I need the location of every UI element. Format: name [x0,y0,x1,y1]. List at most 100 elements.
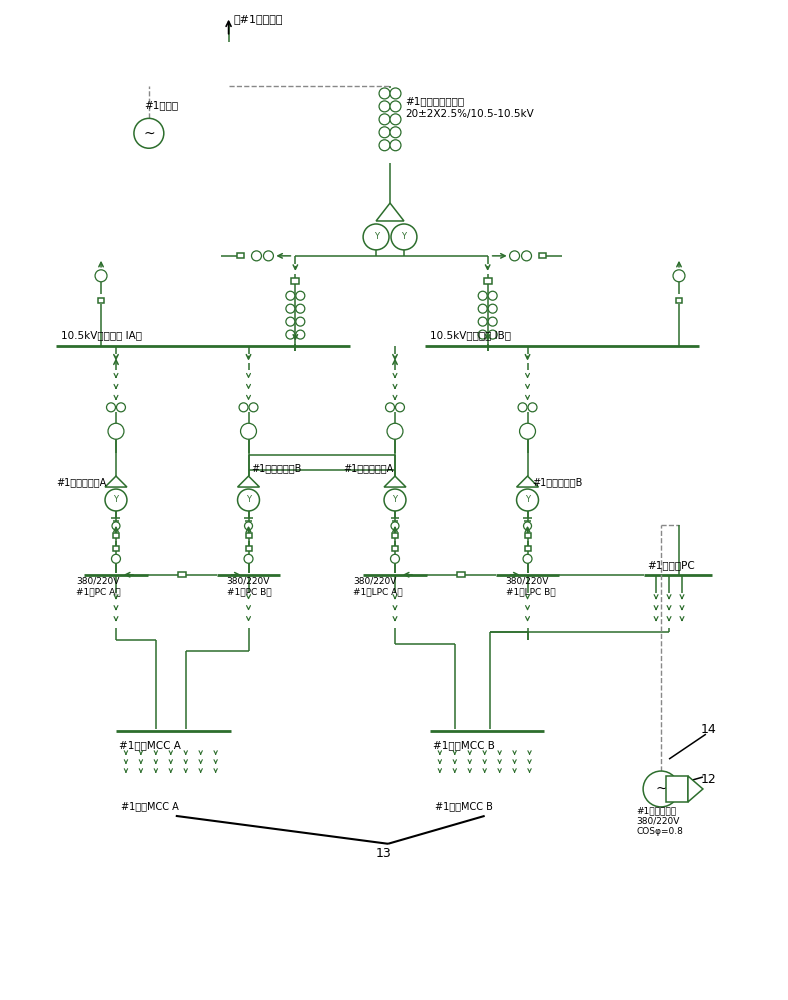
Text: 14: 14 [701,723,716,736]
Circle shape [478,330,487,339]
Text: 10.5kV高压厂用 ⅠA段: 10.5kV高压厂用 ⅠA段 [61,331,142,341]
Circle shape [528,403,537,412]
Polygon shape [105,476,127,487]
Circle shape [384,489,406,511]
Circle shape [134,118,164,148]
Circle shape [387,423,403,439]
Circle shape [390,140,401,151]
Circle shape [390,101,401,112]
Circle shape [108,423,124,439]
Text: #1锅炉低压变B: #1锅炉低压变B [251,463,302,473]
Circle shape [489,330,497,339]
Text: 13: 13 [376,847,392,860]
Text: 12: 12 [701,773,716,786]
Circle shape [379,88,390,99]
Circle shape [478,304,487,313]
Circle shape [296,304,305,313]
Circle shape [385,403,395,412]
Circle shape [286,291,295,300]
Circle shape [286,330,295,339]
Text: Y: Y [113,495,118,504]
Text: Y: Y [374,232,378,241]
Text: #1保安MCC B: #1保安MCC B [433,740,495,750]
Circle shape [489,291,497,300]
Circle shape [296,317,305,326]
Circle shape [379,101,390,112]
Circle shape [95,270,107,282]
Text: #1保安MCC B: #1保安MCC B [435,801,492,811]
Text: 380/220V
#1机LPC B段: 380/220V #1机LPC B段 [506,577,556,596]
Circle shape [237,489,259,511]
Circle shape [112,522,120,530]
Circle shape [643,771,679,807]
Polygon shape [384,476,406,487]
Circle shape [478,317,487,326]
Text: #1高压厂用工作变: #1高压厂用工作变 [405,96,464,106]
Bar [178,572,186,577]
Circle shape [286,304,295,313]
Bar [113,533,119,538]
Text: #1保安MCC A: #1保安MCC A [121,801,179,811]
Circle shape [379,114,390,125]
Circle shape [523,522,532,530]
Circle shape [673,270,685,282]
Circle shape [379,140,390,151]
Circle shape [390,114,401,125]
Text: 380/220V
#1炉PC A段: 380/220V #1炉PC A段 [76,577,121,596]
Bar [237,253,244,258]
Bar [98,298,104,303]
Text: Y: Y [392,495,397,504]
Circle shape [239,403,248,412]
Bar [457,572,465,577]
Circle shape [251,251,262,261]
Circle shape [105,489,127,511]
Circle shape [391,224,417,250]
Text: #1保安MCC A: #1保安MCC A [119,740,181,750]
Bar [113,546,119,551]
Circle shape [111,554,121,563]
Text: Y: Y [401,232,407,241]
Bar [246,533,251,538]
Circle shape [396,403,404,412]
Bar [484,278,492,284]
Bar [525,533,530,538]
Text: Y: Y [246,495,251,504]
Text: #1汽机低压变A: #1汽机低压变A [344,463,393,473]
Circle shape [249,403,258,412]
Circle shape [106,403,116,412]
Circle shape [522,251,532,261]
Circle shape [390,127,401,138]
Bar [392,546,398,551]
Circle shape [519,423,536,439]
Text: #1锅炉低压变A: #1锅炉低压变A [56,477,106,487]
Circle shape [296,330,305,339]
Text: 20±2X2.5%/10.5-10.5kV: 20±2X2.5%/10.5-10.5kV [405,109,533,119]
Circle shape [517,489,538,511]
Circle shape [510,251,519,261]
Bar [525,546,530,551]
Circle shape [391,522,399,530]
Text: ~: ~ [143,126,154,140]
Circle shape [363,224,389,250]
Circle shape [286,317,295,326]
Text: #1机保安PC: #1机保安PC [647,560,695,570]
Circle shape [489,304,497,313]
Text: 380/220V
#1炉PC B段: 380/220V #1炉PC B段 [227,577,271,596]
Circle shape [518,403,527,412]
Bar [292,278,299,284]
Polygon shape [688,776,703,802]
Bar [676,298,682,303]
Circle shape [489,317,497,326]
Circle shape [244,522,252,530]
Bar [246,546,251,551]
Bar [539,253,546,258]
Text: 10.5kV高压厂用 ⅠB段: 10.5kV高压厂用 ⅠB段 [430,331,511,341]
Circle shape [523,554,532,563]
Polygon shape [517,476,538,487]
Circle shape [263,251,273,261]
Polygon shape [237,476,259,487]
Circle shape [244,554,253,563]
Circle shape [240,423,256,439]
Text: 380/220V
#1机LPC A段: 380/220V #1机LPC A段 [353,577,403,596]
Circle shape [379,127,390,138]
